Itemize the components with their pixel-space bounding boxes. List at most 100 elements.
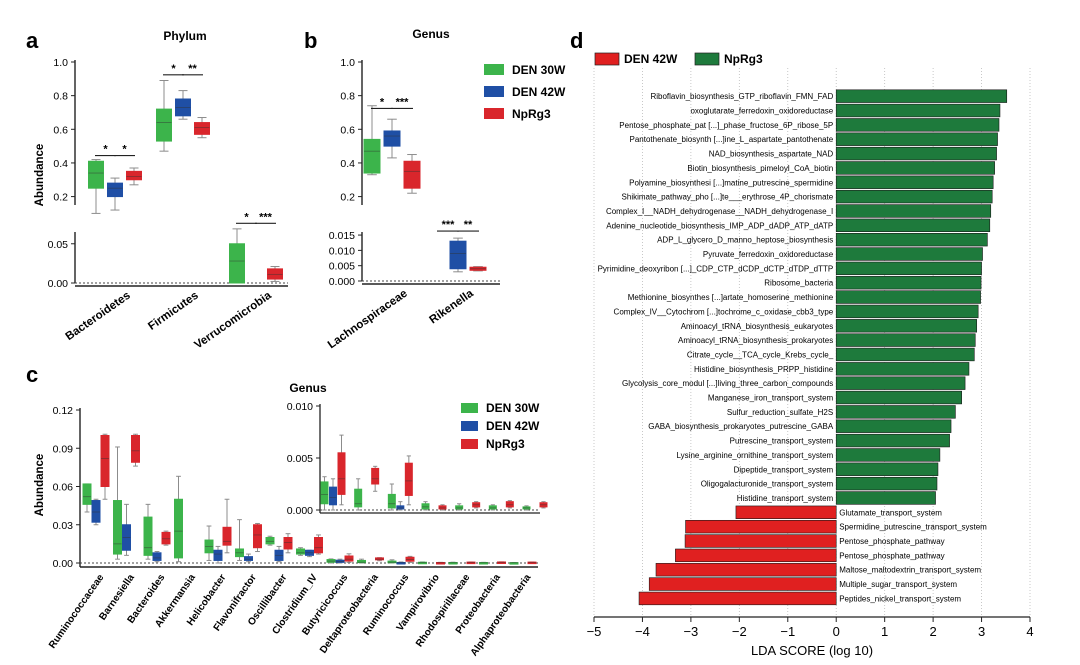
panel-c-box-6-2 <box>283 533 293 554</box>
panel-c-ylabel: Abundance <box>34 454 46 517</box>
panel-d-label-8: Complex_I__NADH_dehydrogenase__NADH_dehy… <box>606 207 833 216</box>
panel-c-box-6-1 <box>274 545 284 563</box>
panel-d-label-35: Peptides_nickel_transport_system <box>839 594 961 603</box>
panel-d-label-18: Citrate_cycle__TCA_cycle_Krebs_cycle_ <box>687 350 834 359</box>
panel-c-box-6-0-body <box>265 537 275 545</box>
panel-a-box-firmicutes-2-body <box>194 122 210 135</box>
panel-d-bar-3 <box>835 132 998 146</box>
panel-c-inset-box-8-1-body <box>329 486 337 506</box>
panel-c-box-12-2 <box>466 561 476 565</box>
panel-c-box-1-2-body <box>131 435 140 463</box>
panel-b-box-rikenella-1-body <box>449 240 467 270</box>
panel-b-box-lachnospiraceae-2 <box>403 154 421 194</box>
panel-d-label-19: Histidine_biosynthesis_PRPP_histidine <box>694 365 834 374</box>
panel-d-bar-17 <box>835 333 976 347</box>
panel-a-ylabel: Abundance <box>34 144 46 207</box>
panel-b-box-rikenella-2 <box>469 266 487 272</box>
panel-b-ticklabel-upper-4: 0.2 <box>340 192 355 204</box>
legend-label-ab-1: DEN 42W <box>512 85 566 99</box>
panel-c-box-4-1 <box>213 545 223 564</box>
panel-b-ticklabel-upper-3: 0.4 <box>340 158 355 170</box>
panel-d-bar-22 <box>835 405 956 419</box>
panel-d-label-13: Ribosome_bacteria <box>764 279 833 288</box>
panel-d-bar-10 <box>835 233 988 247</box>
panel-c-category-14: Alphaproteobacteria <box>469 572 534 658</box>
panel-c-inset-box-9-2-body <box>371 467 380 485</box>
panel-a-ticklabel-upper-1: 0.8 <box>53 91 68 103</box>
panel-c-box-2-0-body <box>143 516 153 556</box>
panel-a-ticklabel-lower-0: 0.05 <box>48 239 69 251</box>
panel-c-category-12: Rhodospirillaceae <box>414 572 473 649</box>
panel-d-bar-32 <box>675 548 837 563</box>
panel-d-bar-1 <box>835 103 1001 118</box>
panel-c-box-4-0 <box>204 525 214 561</box>
panel-d-label-11: Pyruvate_ferredoxin_oxidoreductase <box>703 250 834 259</box>
panel-d-bar-30 <box>685 519 837 534</box>
legend-swatch-ab-0 <box>484 64 504 75</box>
panel-c-inset-box-13-2 <box>505 500 514 509</box>
panel-a-sig-label-0: * <box>103 144 108 156</box>
panel-a-box-firmicutes-0 <box>156 80 172 152</box>
panel-c-box-6-0 <box>265 535 275 546</box>
panel-c-inset-ticklabel-2: 0.000 <box>287 505 313 517</box>
panel-c-inset-box-8-2 <box>337 434 346 506</box>
panel-c-box-9-0 <box>357 558 366 564</box>
panel-d-label-32: Pentose_phosphate_pathway <box>839 551 944 560</box>
panel-c-box-2-1-body <box>152 552 162 561</box>
panel-c-inset-box-10-1-body <box>396 505 405 510</box>
legend-label-c-0: DEN 30W <box>486 401 540 415</box>
panel-c-inset-box-11-2-body <box>438 505 447 510</box>
panel-a-ticklabel-upper-2: 0.6 <box>53 124 68 136</box>
panel-d-label-5: Biotin_biosynthesis_pimeloyl_CoA_biotin <box>687 164 833 173</box>
panel-c-box-4-2 <box>222 498 232 554</box>
panel-c-ticklabel-1: 0.09 <box>53 443 74 455</box>
panel-b-sig-label-2: *** <box>442 219 456 231</box>
panel-d-ticklabel-2: −3 <box>683 624 698 639</box>
panel-c-box-13-0 <box>479 561 488 565</box>
panel-c-box-5-1-body <box>244 556 253 561</box>
panel-c-box-8-1 <box>335 558 345 564</box>
panel-c-box-11-0 <box>418 561 427 565</box>
legend-label-ab-0: DEN 30W <box>512 63 566 77</box>
panel-d-bar-13 <box>835 276 982 290</box>
panel-d-bar-33 <box>655 563 837 577</box>
panel-c-category-0: Ruminococcaceae <box>47 572 107 651</box>
panel-a-box-bacteroidetes-0 <box>88 159 104 214</box>
panel-d-label-34: Multiple_sugar_transport_system <box>839 580 957 589</box>
panel-a-box-verrucomicrobia-0 <box>229 228 245 284</box>
panel-d-bar-29 <box>735 505 837 520</box>
panel-c-inset-box-10-0-body <box>387 493 396 509</box>
panel-d-label-22: Sulfur_reduction_sulfate_H2S <box>727 408 833 417</box>
panel-a-category-0: Bacteroidetes <box>64 290 133 343</box>
panel-c-box-0-2 <box>100 433 110 500</box>
panel-c-box-8-2 <box>344 553 354 563</box>
panel-c-box-2-2-body <box>161 531 171 545</box>
panel-d-bar-35 <box>638 591 837 606</box>
panel-d-bar-20 <box>835 376 966 390</box>
panel-d-label-24: Putrescine_transport_system <box>730 437 834 446</box>
panel-a-box-bacteroidetes-1 <box>107 177 123 211</box>
panel-c-box-0-1-body <box>91 500 101 523</box>
panel-a-category-1: Firmicutes <box>146 290 201 333</box>
panel-a-sig-label-4: * <box>244 211 249 223</box>
panel-d-bar-12 <box>835 261 982 276</box>
panel-b-box-rikenella-1 <box>449 237 467 273</box>
panel-c-box-2-0 <box>143 503 153 560</box>
panel-b-category-0: Lachnospiraceae <box>326 288 410 352</box>
panel-d-ticklabel-5: 0 <box>833 624 840 639</box>
panel-c-box-7-0-body <box>296 548 305 555</box>
panel-d-bar-11 <box>835 247 983 261</box>
panel-d-label-28: Histidine_transport_system <box>737 494 834 503</box>
legend-label-c-1: DEN 42W <box>486 419 540 433</box>
panel-d-label-0: Riboflavin_biosynthesis_GTP_riboflavin_F… <box>650 92 833 101</box>
panel-d-legend-label-1: NpRg3 <box>724 52 763 66</box>
panel-b-ticklabel-lower-3: 0.000 <box>329 276 355 288</box>
panel-c-inset-ticklabel-0: 0.010 <box>287 401 313 413</box>
panel-d-bar-28 <box>835 491 936 505</box>
panel-a-box-bacteroidetes-2 <box>126 167 142 186</box>
panel-d-bar-23 <box>835 419 952 433</box>
panel-c-box-4-2-body <box>222 526 232 546</box>
panel-b-box-lachnospiraceae-0-body <box>363 138 381 174</box>
panel-c-box-5-0 <box>235 519 244 561</box>
